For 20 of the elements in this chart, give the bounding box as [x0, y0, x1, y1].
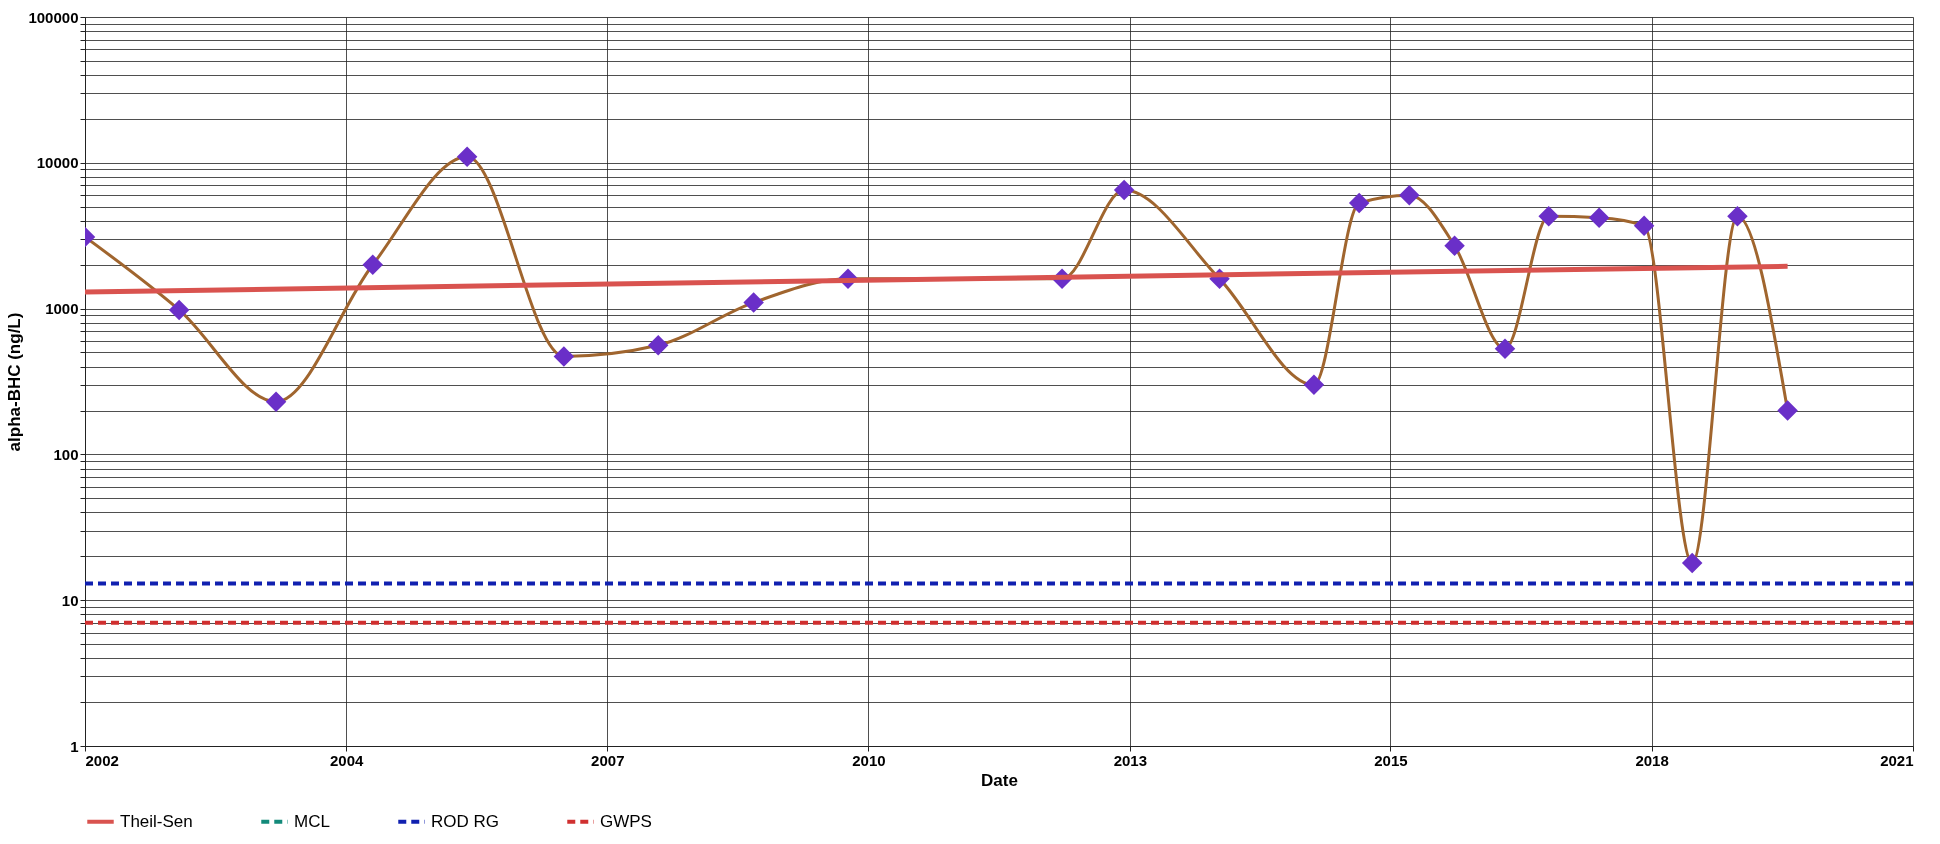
- x-tick-label: 2007: [591, 751, 625, 769]
- x-tick-label: 2018: [1635, 751, 1669, 769]
- y-tick-label: 10000: [36, 154, 79, 172]
- y-tick-label: 100: [53, 445, 79, 463]
- x-tick-label: 2002: [85, 751, 119, 769]
- legend-label: MCL: [294, 811, 330, 831]
- y-tick-label: 1000: [45, 300, 79, 318]
- y-tick-label: 100000: [28, 8, 79, 26]
- x-tick-label: 2021: [1880, 751, 1914, 769]
- legend-label: ROD RG: [431, 811, 499, 831]
- x-tick-label: 2004: [329, 751, 364, 769]
- x-tick-label: 2013: [1113, 751, 1148, 769]
- x-axis-title: Date: [981, 770, 1018, 790]
- y-tick-label: 10: [61, 591, 79, 609]
- x-tick-label: 2010: [852, 751, 886, 769]
- y-tick-label: 1: [70, 737, 79, 755]
- x-tick-label: 2015: [1374, 751, 1408, 769]
- legend-label: Theil-Sen: [120, 811, 193, 831]
- y-axis-title: alpha-BHC (ng/L): [5, 312, 25, 452]
- legend-label: GWPS: [600, 811, 652, 831]
